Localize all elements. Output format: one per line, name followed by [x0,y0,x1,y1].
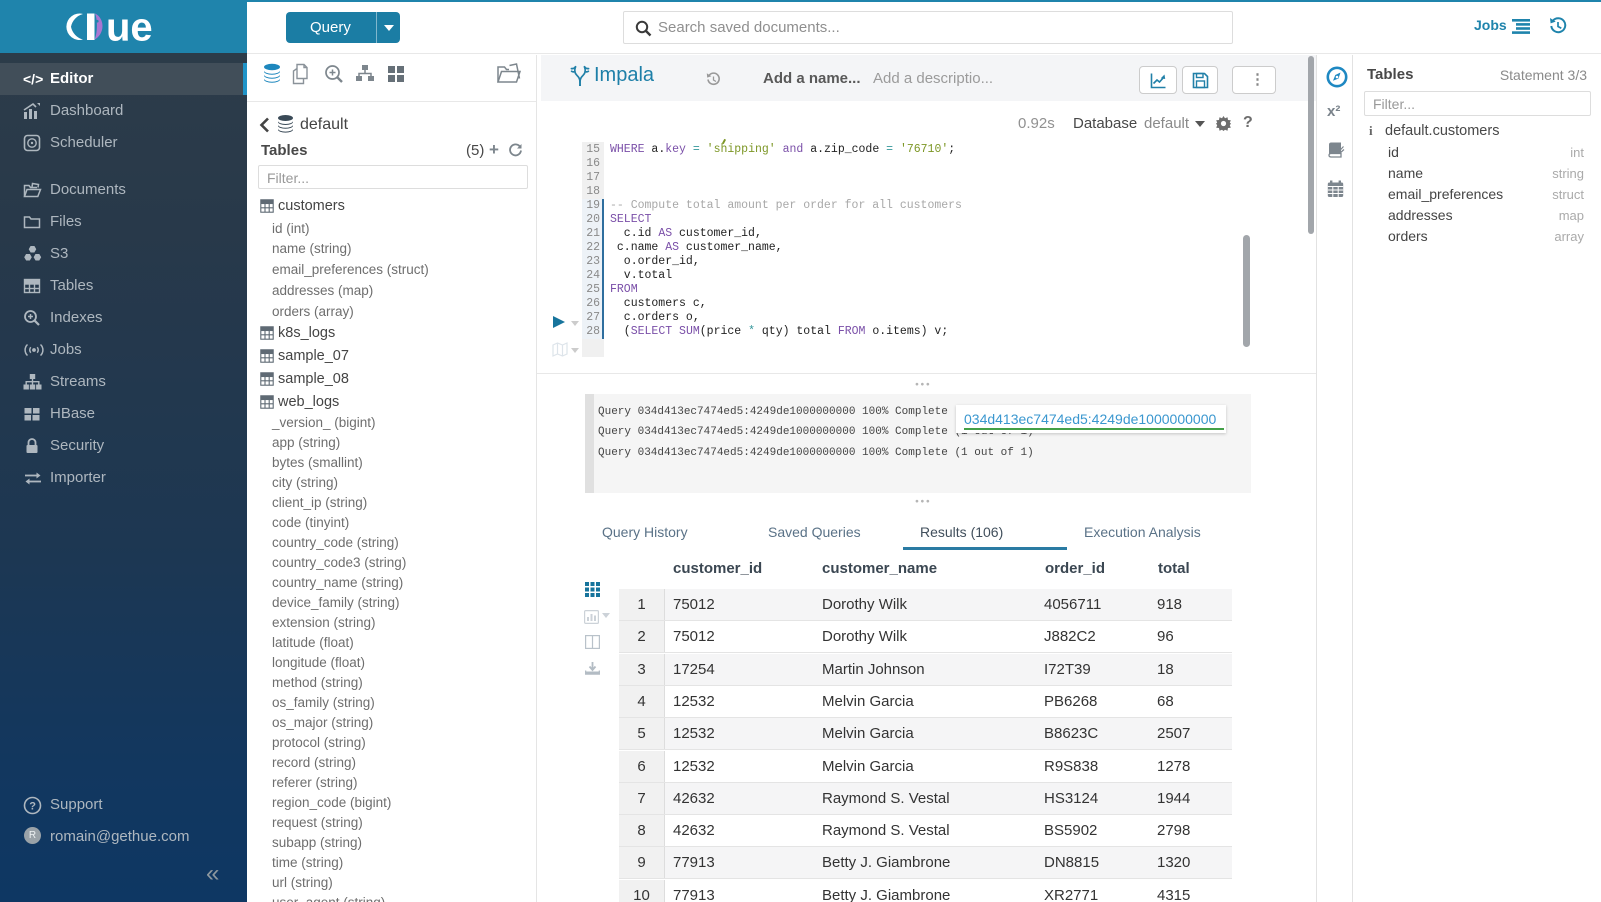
svg-text:ue: ue [106,13,153,41]
svg-text:?: ? [29,801,36,813]
